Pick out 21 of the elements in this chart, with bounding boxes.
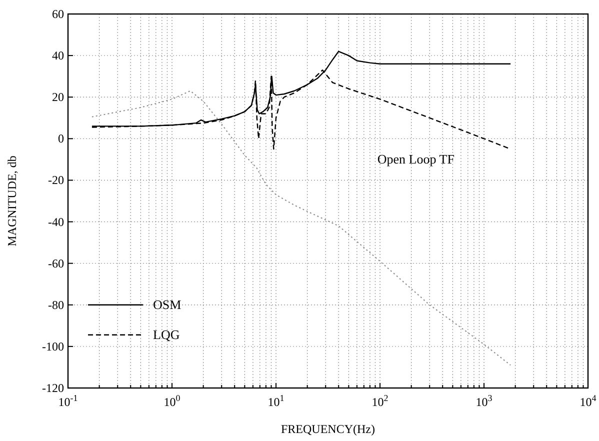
legend-label: LQG — [153, 326, 180, 342]
annotation: Open Loop TF — [377, 152, 454, 167]
legend-label: OSM — [153, 296, 182, 312]
x-tick-label: 10$^{2}$ — [372, 393, 388, 409]
y-tick-label: -100 — [42, 339, 64, 354]
x-tick-label: 10$^{0}$ — [164, 393, 181, 409]
y-axis-title: MAGNITUDE, db — [5, 156, 19, 246]
x-axis-title: FREQUENCY(Hz) — [281, 422, 375, 436]
y-tick-label: 0 — [58, 132, 64, 146]
y-tick-label: -120 — [42, 381, 64, 395]
x-tick-label: 10$^{4}$ — [580, 393, 597, 409]
x-tick-label: 10$^{-1}$ — [58, 393, 78, 409]
x-tick-label: 10$^{3}$ — [476, 393, 493, 409]
y-tick-label: 20 — [52, 90, 64, 104]
y-tick-label: -40 — [48, 214, 64, 229]
y-tick-label: -20 — [48, 173, 64, 188]
y-tick-label: -80 — [48, 298, 64, 312]
y-tick-label: -60 — [48, 256, 64, 270]
y-tick-label: 60 — [52, 7, 64, 21]
x-tick-label: 10$^{1}$ — [268, 393, 284, 409]
y-tick-label: 40 — [52, 48, 64, 63]
